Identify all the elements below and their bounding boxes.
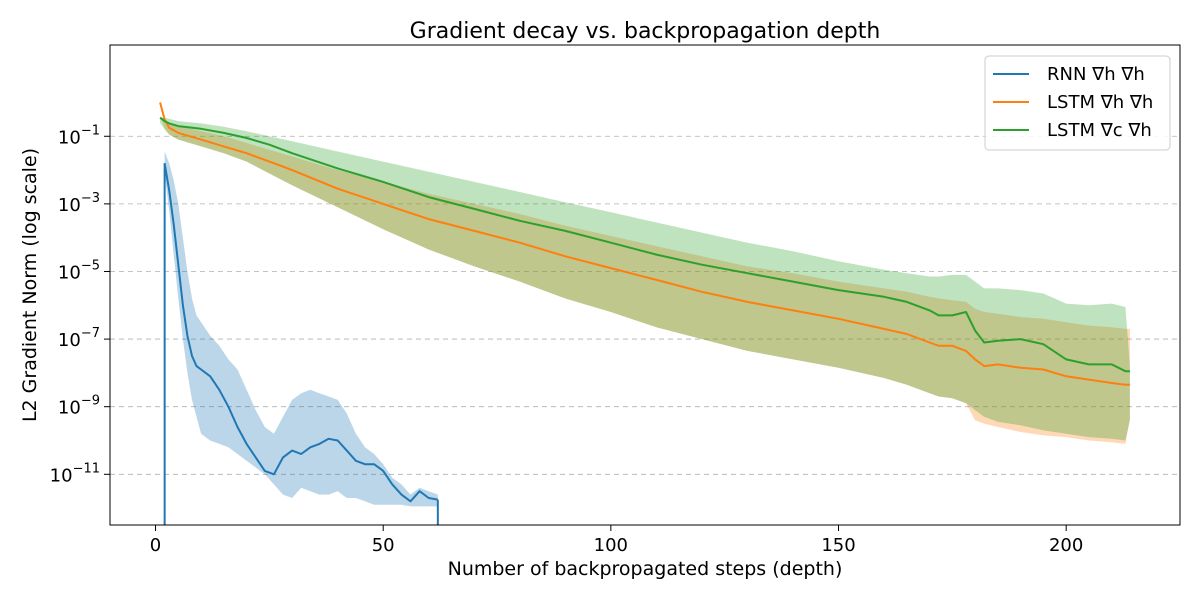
plot-frame [109,44,1181,526]
chart-title: Gradient decay vs. backpropagation depth [410,19,881,44]
line-series-1 [159,102,1130,386]
y-tick-label-2: 10−7 [58,326,100,351]
x-tick-label-2: 100 [594,535,628,556]
x-tick-label-4: 200 [1049,535,1083,556]
band-series-1 [160,116,1130,444]
legend-label-1: LSTM ∇h ∇h [1047,92,1153,113]
legend: RNN ∇h ∇h LSTM ∇h ∇h LSTM ∇c ∇h [984,55,1171,151]
y-tick-label-5: 10−1 [58,123,100,148]
x-tick-label-3: 150 [821,535,855,556]
line-series-0 [163,163,438,503]
legend-label-2: LSTM ∇c ∇h [1047,120,1152,141]
y-axis-ticks: 10−11 10−9 10−7 10−5 10−3 10−1 [50,123,110,486]
y-tick-label-0: 10−11 [50,461,100,486]
x-tick-label-0: 0 [150,535,161,556]
line-series-2 [159,116,1130,373]
y-tick-label-3: 10−5 [58,258,100,283]
y-tick-label-4: 10−3 [58,191,100,216]
y-axis-title: L2 Gradient Norm (log scale) [19,148,41,422]
x-axis-title: Number of backpropagated steps (depth) [448,558,843,580]
y-tick-label-1: 10−9 [58,394,100,419]
legend-label-0: RNN ∇h ∇h [1047,64,1145,85]
grid-layer [110,135,1180,475]
x-tick-label-1: 50 [372,535,395,556]
legend-box [984,55,1171,151]
x-axis-ticks: 0 50 100 150 200 [150,525,1083,556]
lines-layer [159,102,1130,525]
band-series-2 [160,117,1130,441]
